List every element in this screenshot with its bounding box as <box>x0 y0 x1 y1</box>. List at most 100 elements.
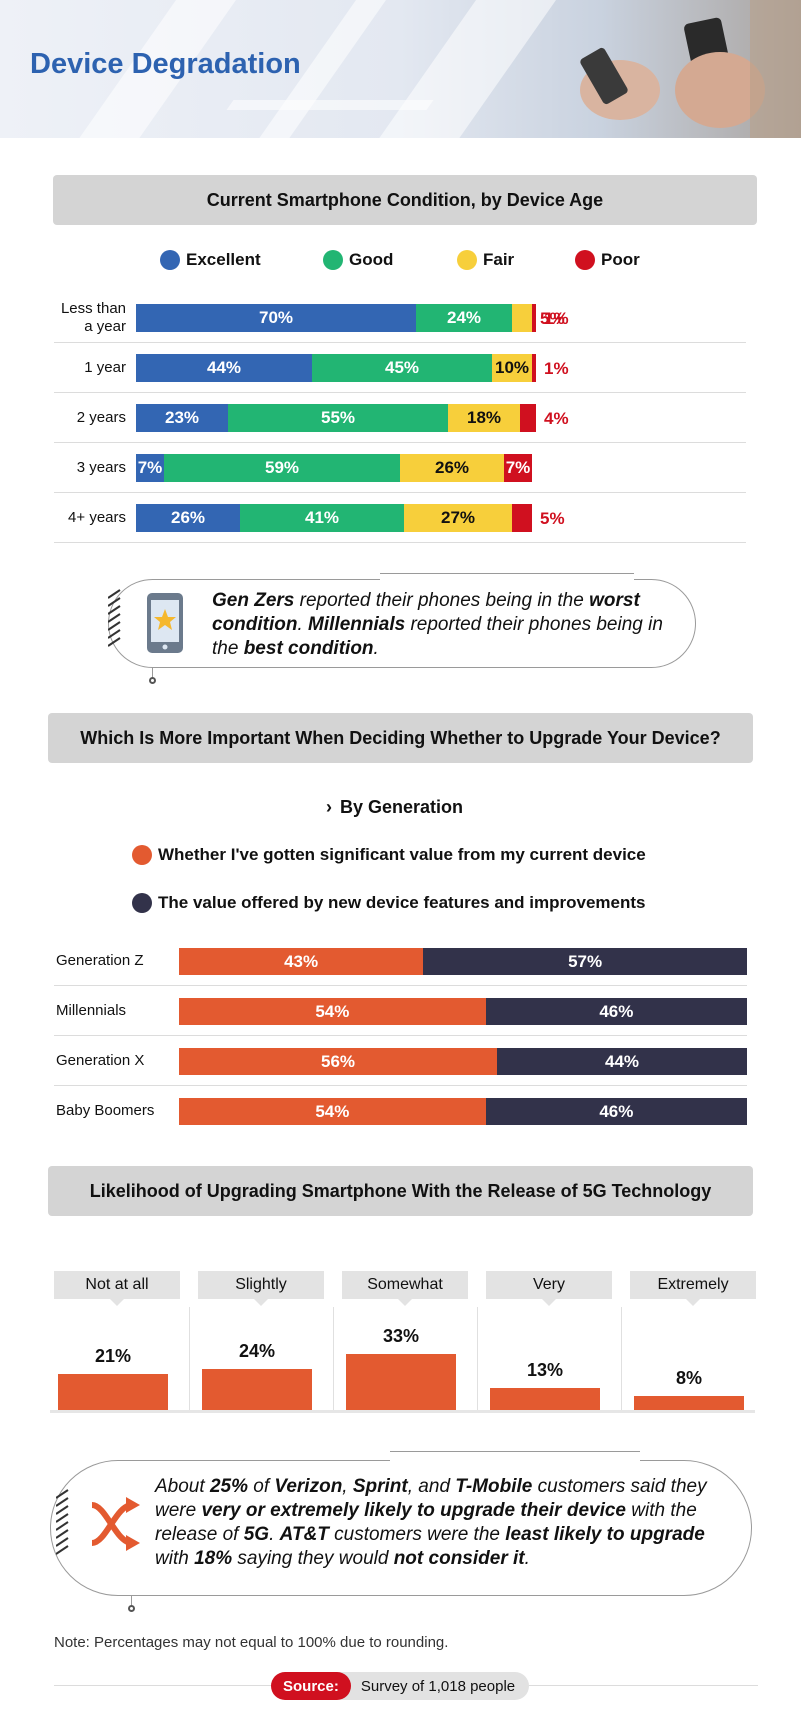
emphasis: 18% <box>194 1548 233 1569</box>
column-label-pointer <box>542 1299 556 1306</box>
column-bar <box>58 1374 168 1410</box>
bar-excellent: 7% <box>136 454 164 482</box>
emphasis: not consider it <box>393 1548 525 1569</box>
row-divider <box>54 392 746 393</box>
emphasis: very or extremely likely to upgrade thei… <box>201 1500 626 1521</box>
legend-excellent: Excellent <box>160 250 261 270</box>
column-value: 24% <box>238 1341 276 1362</box>
callout-accent-line <box>390 1451 640 1461</box>
column-baseline <box>50 1410 755 1413</box>
bar-excellent: 44% <box>136 354 312 382</box>
row-label: Generation X <box>56 1052 145 1069</box>
swap-arrows-icon <box>91 1497 140 1551</box>
rounding-note: Note: Percentages may not equal to 100% … <box>54 1634 449 1651</box>
row-divider <box>54 985 747 986</box>
row-divider <box>54 342 746 343</box>
source-tag: Source: <box>271 1672 351 1700</box>
legend-new-features: The value offered by new device features… <box>132 893 646 913</box>
column-label-pointer <box>110 1299 124 1306</box>
column-value: 33% <box>382 1325 420 1346</box>
column-separator <box>189 1307 190 1410</box>
bar-excellent: 70% <box>136 304 416 332</box>
bar-poor <box>512 504 532 532</box>
emphasis: T-Mobile <box>455 1476 533 1497</box>
bar-current-value: 56% <box>179 1048 498 1075</box>
bar-label-poor: 4% <box>544 409 569 428</box>
legend-fair: Fair <box>457 250 514 270</box>
chart2-title: Which Is More Important When Deciding Wh… <box>48 713 753 763</box>
column-value: 8% <box>675 1368 702 1389</box>
column-bar <box>634 1396 744 1410</box>
bar-label-fair: 5% <box>540 309 565 328</box>
emphasis: Sprint <box>352 1476 408 1497</box>
bar-excellent: 23% <box>136 404 228 432</box>
column-label: Somewhat <box>342 1271 468 1299</box>
bar-good: 24% <box>416 304 512 332</box>
row-label: 3 years <box>76 459 126 476</box>
bar-good: 59% <box>164 454 400 482</box>
bar-new-features: 57% <box>423 948 747 975</box>
row-label: Generation Z <box>56 952 144 969</box>
bar-label-poor: 1% <box>544 359 569 378</box>
phone-star-icon <box>147 593 183 653</box>
callout-tail-dot <box>149 677 156 684</box>
row-label: 2 years <box>76 409 126 426</box>
column-separator <box>333 1307 334 1410</box>
callout-accent-line <box>380 573 634 581</box>
bar-fair <box>512 304 532 332</box>
bar-poor <box>532 354 536 382</box>
emphasis: Gen Zers <box>212 590 295 611</box>
row-label: Millennials <box>56 1002 127 1019</box>
column-separator <box>477 1307 478 1410</box>
chevron-right-icon: › <box>326 797 332 817</box>
chart2-subtitle: By Generation <box>340 797 464 817</box>
source-pill: Source: Survey of 1,018 people <box>271 1672 530 1700</box>
bar-good: 41% <box>240 504 404 532</box>
emphasis: AT&T <box>279 1524 329 1545</box>
bar-fair: 27% <box>404 504 512 532</box>
legend-dot <box>132 893 152 913</box>
bar-label-poor: 1% <box>544 309 569 328</box>
bar-poor <box>520 404 536 432</box>
bar-excellent: 26% <box>136 504 240 532</box>
column-label: Extremely <box>630 1271 756 1299</box>
bar-current-value: 54% <box>179 998 486 1025</box>
callout-tail <box>152 667 153 679</box>
hatch-decoration <box>108 589 121 647</box>
legend-dot <box>575 250 595 270</box>
legend-poor: Poor <box>575 250 640 270</box>
column-label: Slightly <box>198 1271 324 1299</box>
bar-fair: 18% <box>448 404 520 432</box>
emphasis: Verizon <box>274 1476 343 1497</box>
row-divider <box>54 492 746 493</box>
bar-poor <box>532 304 536 332</box>
emphasis: least likely to upgrade <box>505 1524 705 1545</box>
chart1-title: Current Smartphone Condition, by Device … <box>53 175 757 225</box>
callout-tail <box>131 1595 132 1607</box>
legend-label: Excellent <box>186 250 261 269</box>
column-label-pointer <box>686 1299 700 1306</box>
bar-new-features: 46% <box>485 1098 747 1125</box>
legend-label: Good <box>349 250 394 269</box>
carrier-callout <box>50 1460 752 1596</box>
bar-good: 55% <box>228 404 448 432</box>
row-label: Less than a year <box>60 300 126 335</box>
emphasis: worst condition <box>212 590 640 635</box>
column-bar <box>490 1387 600 1410</box>
bar-poor: 7% <box>504 454 532 482</box>
column-bar <box>346 1353 456 1410</box>
bar-label-poor: 5% <box>540 509 565 528</box>
legend-dot <box>323 250 343 270</box>
emphasis: 5G <box>243 1524 270 1545</box>
row-divider <box>54 1085 747 1086</box>
column-value: 21% <box>94 1346 132 1367</box>
column-label-pointer <box>398 1299 412 1306</box>
legend-good: Good <box>323 250 393 270</box>
legend-label: The value offered by new device features… <box>158 893 646 912</box>
legend-dot <box>132 845 152 865</box>
row-label: Baby Boomers <box>56 1102 155 1119</box>
column-label-pointer <box>254 1299 268 1306</box>
legend-dot <box>457 250 477 270</box>
carrier-callout-text: About 25% of Verizon, Sprint, and T-Mobi… <box>155 1476 707 1569</box>
row-divider <box>54 1035 747 1036</box>
